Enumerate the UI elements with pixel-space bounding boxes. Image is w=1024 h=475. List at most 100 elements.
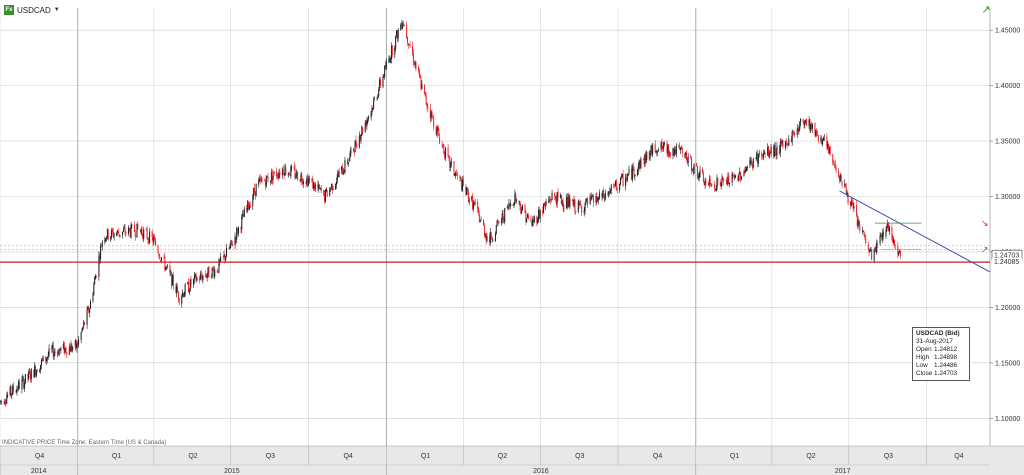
candle-body <box>307 176 309 186</box>
candle-body <box>169 265 171 273</box>
symbol-selector[interactable]: USDCAD <box>17 5 51 15</box>
candle-body <box>432 116 434 118</box>
candle-body <box>360 134 362 141</box>
candle-body <box>859 224 861 231</box>
candle-body <box>554 192 556 197</box>
candle-body <box>54 351 56 353</box>
candle-body <box>832 154 834 163</box>
candle-body <box>450 163 452 168</box>
candle-body <box>406 25 408 38</box>
chevron-down-icon[interactable]: ▼ <box>53 7 60 13</box>
candle-body <box>839 175 841 181</box>
candle-body <box>571 199 573 202</box>
candle-body <box>414 62 416 65</box>
candle-body <box>373 100 375 109</box>
arrow-up-right-icon[interactable]: ↗ <box>981 3 991 16</box>
candle-body <box>153 237 155 243</box>
quarter-label: Q4 <box>954 453 963 460</box>
candle-body <box>281 168 283 176</box>
quarter-label: Q2 <box>188 453 197 460</box>
candle-body <box>222 256 224 257</box>
candle-body <box>95 275 97 277</box>
candle-body <box>350 147 352 154</box>
candle-body <box>335 183 337 190</box>
candle-body <box>636 170 638 176</box>
candle-body <box>885 230 887 237</box>
candle-body <box>122 231 124 236</box>
y-tick-label: 1.10000 <box>995 416 1020 423</box>
candle-body <box>382 76 384 87</box>
candle-body <box>278 173 280 179</box>
candle-body <box>521 205 523 211</box>
candle-body <box>655 151 657 153</box>
candle-body <box>793 132 795 134</box>
candle-body <box>171 271 173 287</box>
candle-body <box>545 202 547 204</box>
candle-body <box>756 153 758 160</box>
candle-body <box>367 118 369 120</box>
candle-body <box>518 200 520 202</box>
candle-body <box>141 229 143 235</box>
candle-body <box>265 175 267 186</box>
candle-body <box>211 267 213 277</box>
candle-body <box>537 220 539 224</box>
candle-body <box>513 202 515 206</box>
candle-body <box>703 182 705 186</box>
candle-body <box>21 379 23 390</box>
candle-body <box>762 155 764 157</box>
candle-body <box>48 348 50 356</box>
candle-body <box>107 229 109 240</box>
candle-body <box>237 227 239 234</box>
candle-body <box>417 67 419 71</box>
candle-body <box>158 254 160 257</box>
candle-body <box>893 240 895 246</box>
candle-body <box>548 200 550 203</box>
candle-body <box>696 163 698 167</box>
candle-body <box>259 178 261 182</box>
candle-body <box>556 192 558 204</box>
candle-body <box>117 231 119 234</box>
candle-body <box>364 122 366 132</box>
candle-body <box>177 286 179 293</box>
candle-body <box>447 147 449 156</box>
candle-body <box>33 369 35 378</box>
candle-body <box>460 178 462 180</box>
candle-body <box>420 79 422 90</box>
candle-body <box>462 179 464 186</box>
candle-body <box>538 209 540 218</box>
candle-body <box>437 127 439 130</box>
candle-body <box>200 273 202 277</box>
candle-body <box>627 174 629 176</box>
candle-body <box>585 199 587 204</box>
candle-body <box>485 234 487 241</box>
quarter-label: Q1 <box>112 453 121 460</box>
candle-body <box>242 213 244 216</box>
candle-body <box>740 172 742 180</box>
quarter-label: Q3 <box>266 453 275 460</box>
candle-body <box>776 146 778 156</box>
y-tick-label: 1.45000 <box>995 28 1020 35</box>
candle-body <box>237 228 239 235</box>
candle-body <box>720 183 722 187</box>
y-tick-label: 1.15000 <box>995 360 1020 367</box>
candle-body <box>111 229 113 237</box>
candle-body <box>159 256 161 260</box>
candle-body <box>75 339 77 348</box>
candle-body <box>29 372 31 380</box>
candle-body <box>509 203 511 206</box>
candle-body <box>697 176 699 178</box>
candle-body <box>415 62 417 69</box>
candle-body <box>6 396 8 404</box>
candle-body <box>248 201 250 209</box>
indicative-price-note: INDICATIVE PRICE Time Zone: Eastern Time… <box>2 440 166 446</box>
candle-body <box>610 185 612 191</box>
candle-body <box>471 196 473 200</box>
candle-body <box>587 199 589 205</box>
candle-body <box>378 89 380 96</box>
candle-body <box>338 171 340 178</box>
candle-body <box>60 347 62 351</box>
candle-body <box>86 309 88 325</box>
candle-body <box>808 119 810 127</box>
candle-body <box>652 144 654 155</box>
